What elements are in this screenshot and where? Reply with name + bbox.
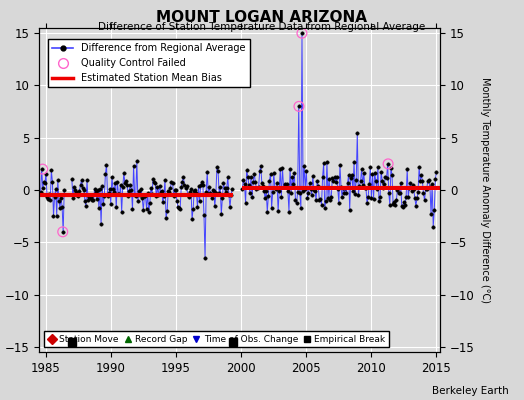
Point: [384, 161, 392, 167]
Point: [59, 229, 67, 235]
Legend: Station Move, Record Gap, Time of Obs. Change, Empirical Break: Station Move, Record Gap, Time of Obs. C…: [44, 331, 389, 348]
Point: [38, 166, 47, 172]
Point: [298, 30, 306, 36]
Text: MOUNT LOGAN ARIZONA: MOUNT LOGAN ARIZONA: [157, 10, 367, 25]
Text: Berkeley Earth: Berkeley Earth: [432, 386, 508, 396]
Point: [295, 103, 303, 110]
Y-axis label: Monthly Temperature Anomaly Difference (°C): Monthly Temperature Anomaly Difference (…: [480, 77, 490, 303]
Text: Difference of Station Temperature Data from Regional Average: Difference of Station Temperature Data f…: [99, 22, 425, 32]
